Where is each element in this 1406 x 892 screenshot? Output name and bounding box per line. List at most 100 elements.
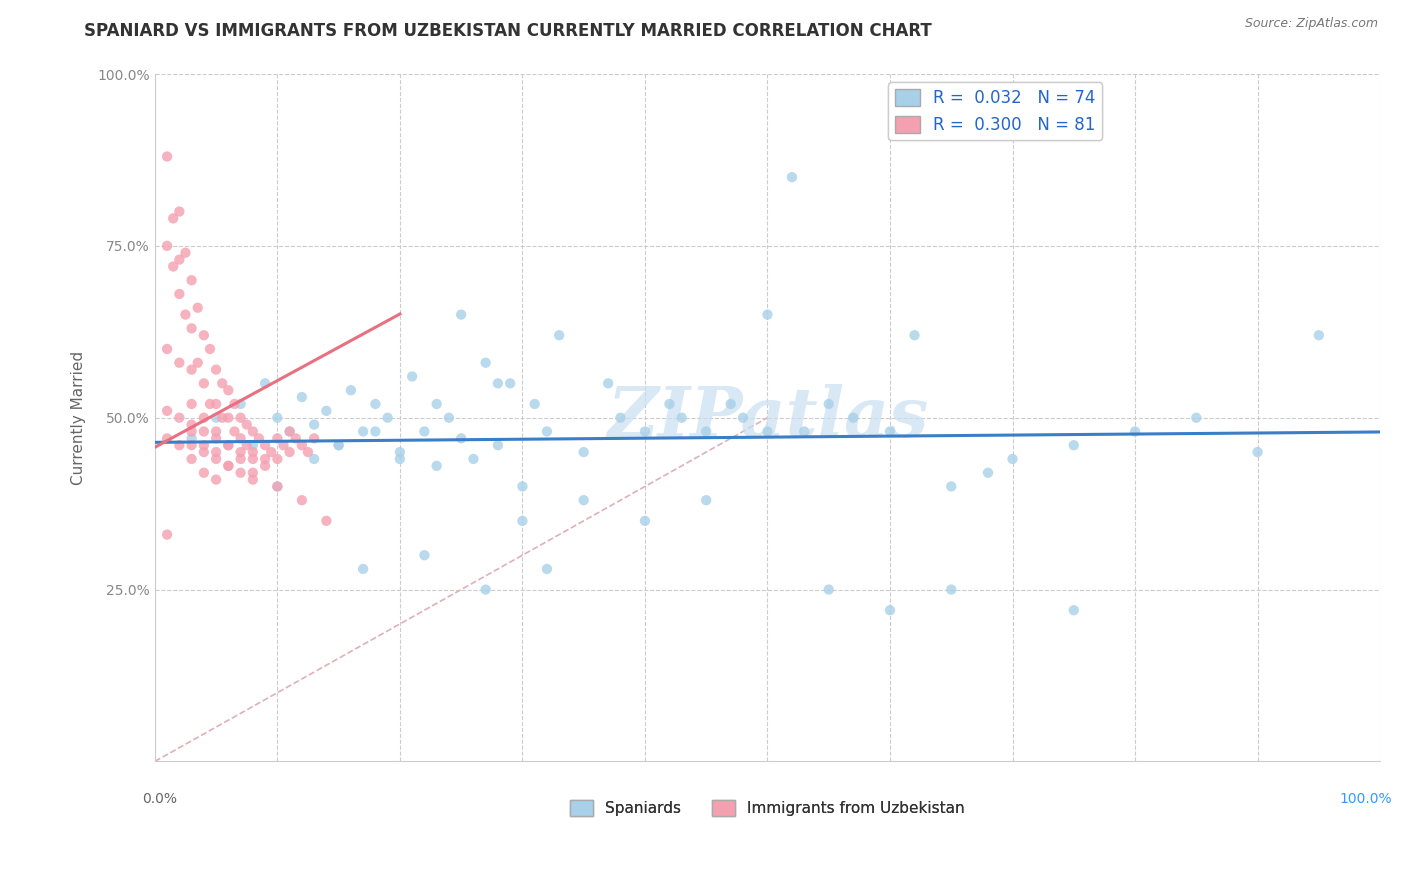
Point xyxy=(634,425,657,439)
Point xyxy=(162,211,184,226)
Point xyxy=(193,328,215,343)
Point xyxy=(235,417,257,432)
Point xyxy=(780,170,803,185)
Point xyxy=(572,493,595,508)
Point xyxy=(1063,603,1085,617)
Point xyxy=(242,473,264,487)
Point xyxy=(474,356,496,370)
Point xyxy=(254,438,277,452)
Point xyxy=(658,397,681,411)
Point xyxy=(156,239,179,253)
Point xyxy=(217,458,239,473)
Point xyxy=(266,479,288,493)
Point xyxy=(413,548,436,562)
Point xyxy=(198,342,221,356)
Point xyxy=(941,582,963,597)
Point xyxy=(193,410,215,425)
Point xyxy=(180,438,202,452)
Point xyxy=(426,397,449,411)
Point xyxy=(205,473,228,487)
Point xyxy=(180,321,202,335)
Point xyxy=(205,425,228,439)
Point xyxy=(217,438,239,452)
Point xyxy=(180,452,202,467)
Point xyxy=(634,514,657,528)
Point xyxy=(302,431,325,445)
Point xyxy=(169,438,191,452)
Point xyxy=(193,466,215,480)
Legend: R =  0.032   N = 74, R =  0.300   N = 81: R = 0.032 N = 74, R = 0.300 N = 81 xyxy=(889,82,1102,140)
Point xyxy=(156,149,179,163)
Point xyxy=(413,425,436,439)
Point xyxy=(548,328,571,343)
Text: ZIPatlas: ZIPatlas xyxy=(607,384,928,451)
Point xyxy=(205,452,228,467)
Point xyxy=(205,445,228,459)
Point xyxy=(352,425,374,439)
Point xyxy=(224,425,246,439)
Point xyxy=(235,438,257,452)
Point xyxy=(284,431,307,445)
Point xyxy=(162,260,184,274)
Point xyxy=(302,452,325,467)
Point xyxy=(756,308,779,322)
Point xyxy=(217,410,239,425)
Point xyxy=(229,466,252,480)
Point xyxy=(977,466,1000,480)
Point xyxy=(205,362,228,376)
Point xyxy=(291,390,314,404)
Text: 0.0%: 0.0% xyxy=(142,792,177,805)
Point xyxy=(266,452,288,467)
Point xyxy=(278,425,301,439)
Point xyxy=(169,204,191,219)
Point xyxy=(1123,425,1146,439)
Point xyxy=(156,431,179,445)
Point xyxy=(254,452,277,467)
Point xyxy=(174,308,197,322)
Point xyxy=(193,376,215,391)
Point xyxy=(364,397,387,411)
Point xyxy=(315,514,337,528)
Point xyxy=(254,376,277,391)
Point xyxy=(512,514,534,528)
Point xyxy=(463,452,485,467)
Point xyxy=(426,458,449,473)
Point xyxy=(1308,328,1330,343)
Point xyxy=(193,438,215,452)
Point xyxy=(242,445,264,459)
Point xyxy=(229,445,252,459)
Point xyxy=(169,287,191,301)
Y-axis label: Currently Married: Currently Married xyxy=(72,351,86,484)
Point xyxy=(229,431,252,445)
Point xyxy=(364,425,387,439)
Point xyxy=(260,445,283,459)
Point xyxy=(180,431,202,445)
Point xyxy=(211,410,233,425)
Point xyxy=(291,493,314,508)
Point xyxy=(156,404,179,418)
Point xyxy=(174,245,197,260)
Point xyxy=(879,425,901,439)
Point xyxy=(229,452,252,467)
Text: Source: ZipAtlas.com: Source: ZipAtlas.com xyxy=(1244,17,1378,29)
Point xyxy=(793,425,815,439)
Point xyxy=(278,445,301,459)
Point xyxy=(720,397,742,411)
Point xyxy=(572,445,595,459)
Point xyxy=(401,369,423,384)
Point xyxy=(598,376,620,391)
Point xyxy=(731,410,754,425)
Point xyxy=(180,273,202,287)
Point xyxy=(437,410,460,425)
Point xyxy=(211,376,233,391)
Point xyxy=(193,445,215,459)
Point xyxy=(156,527,179,541)
Point xyxy=(169,356,191,370)
Point xyxy=(169,252,191,267)
Point xyxy=(302,417,325,432)
Point xyxy=(1001,452,1024,467)
Point xyxy=(297,445,319,459)
Point xyxy=(352,562,374,576)
Point xyxy=(499,376,522,391)
Point xyxy=(180,397,202,411)
